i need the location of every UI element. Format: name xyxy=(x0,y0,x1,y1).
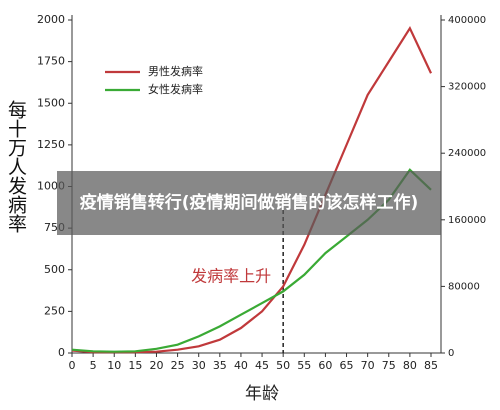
y-axis-label: 每十万人发病率 xyxy=(5,100,27,233)
y2-tick-label: 160000 xyxy=(448,215,486,226)
y-tick-label: 0 xyxy=(58,346,65,359)
x-tick-label: 75 xyxy=(382,359,396,372)
y-tick-label: 2000 xyxy=(37,13,65,26)
legend-label: 女性发病率 xyxy=(148,82,203,96)
y-tick-label: 1250 xyxy=(37,138,65,151)
annotation: 发病率上升 xyxy=(191,267,271,286)
x-tick-label: 45 xyxy=(255,359,269,372)
x-tick-label: 0 xyxy=(69,359,76,372)
x-tick-label: 70 xyxy=(361,359,375,372)
x-tick-label: 40 xyxy=(234,359,248,372)
y2-tick-label: 400000 xyxy=(448,15,486,26)
x-tick-label: 55 xyxy=(297,359,311,372)
x-tick-label: 60 xyxy=(318,359,332,372)
y2-tick-label: 80000 xyxy=(448,281,480,292)
title-banner: 疫情销售转行(疫情期间做销售的该怎样工作) xyxy=(57,171,441,235)
x-tick-label: 85 xyxy=(424,359,438,372)
legend-label: 男性发病率 xyxy=(148,64,203,78)
y2-tick-label: 240000 xyxy=(448,148,486,159)
y2-tick-label: 320000 xyxy=(448,82,486,93)
x-tick-label: 5 xyxy=(90,359,97,372)
y-tick-label: 1500 xyxy=(37,96,65,109)
y-tick-label: 250 xyxy=(44,304,65,317)
y-tick-label: 500 xyxy=(44,263,65,276)
y-tick-label: 1750 xyxy=(37,55,65,68)
y2-tick-label: 0 xyxy=(448,348,454,359)
x-tick-label: 15 xyxy=(128,359,142,372)
x-tick-label: 30 xyxy=(192,359,206,372)
x-tick-label: 10 xyxy=(107,359,121,372)
x-tick-label: 35 xyxy=(213,359,227,372)
x-tick-label: 20 xyxy=(149,359,163,372)
x-tick-label: 80 xyxy=(403,359,417,372)
x-tick-label: 50 xyxy=(276,359,290,372)
x-tick-label: 65 xyxy=(340,359,354,372)
x-tick-label: 25 xyxy=(171,359,185,372)
x-axis-label: 年龄 xyxy=(245,384,279,404)
